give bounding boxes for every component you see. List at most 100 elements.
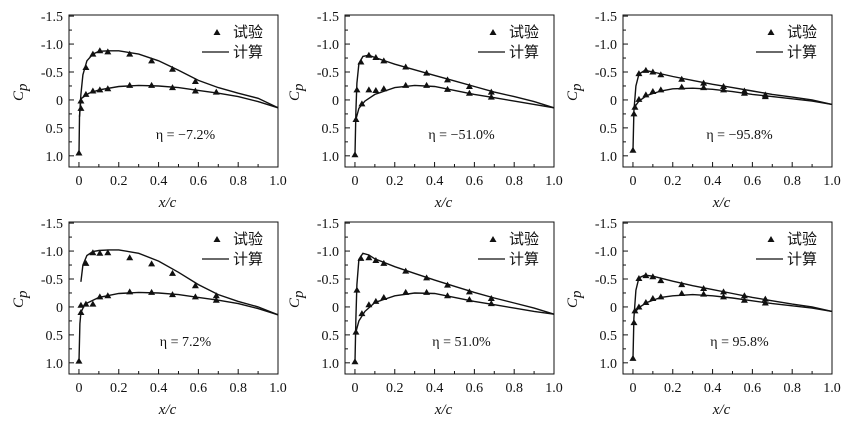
y-tick-label: 1.0 [600, 150, 618, 165]
x-tick-label: 0.2 [386, 174, 404, 189]
experiment-point [126, 288, 134, 295]
experiment-point [357, 254, 365, 261]
y-tick-label: 1.0 [600, 357, 618, 372]
experiment-point [740, 296, 748, 303]
experiment-point [89, 50, 97, 57]
experiment-point [82, 300, 90, 307]
experiment-point [352, 328, 360, 335]
experiment-point [365, 86, 373, 93]
eta-annotation: η = 7.2% [160, 335, 212, 350]
y-tick-label: -1.5 [317, 217, 339, 232]
legend-computed-label: 计算 [509, 250, 539, 268]
x-tick-label: 0.4 [426, 174, 444, 189]
legend-experiment-label: 试验 [233, 230, 263, 248]
experiment-point [351, 151, 359, 158]
y-axis-label: Cp [287, 83, 307, 101]
experiment-point [720, 288, 728, 295]
x-tick-label: 0.4 [426, 381, 444, 396]
y-tick-label: -1.5 [41, 10, 63, 25]
subplot-6: 0 0.2 0.4 0.6 0.8 1.0 -1.5 -1.0 -0.5 0 0.5 1.0 x/c Cp… [565, 217, 841, 418]
y-axis-label-subscript: p [569, 290, 585, 299]
experiment-point [372, 297, 380, 304]
experiment-point [82, 64, 90, 71]
y-tick-label: 0 [610, 94, 617, 109]
computed-upper-curve [632, 69, 833, 151]
x-tick-label: 0.2 [664, 381, 682, 396]
plot-frame [622, 221, 833, 375]
legend-computed-label: 计算 [787, 250, 817, 268]
experiment-point [380, 57, 388, 64]
experiment-point [657, 71, 665, 78]
computed-lower-curve [355, 84, 555, 120]
y-axis-label: Cp [287, 290, 307, 308]
y-axis-label: Cp [565, 290, 585, 308]
x-tick-label: 0.6 [190, 174, 208, 189]
experiment-point [423, 274, 431, 281]
y-tick-label: -1.5 [595, 10, 617, 25]
y-axis-label: Cp [11, 290, 31, 308]
experiment-point [678, 83, 686, 90]
experiment-point [487, 88, 495, 95]
computed-lower-curve [634, 87, 833, 108]
y-tick-label: 1.0 [322, 150, 340, 165]
y-axis-label: Cp [11, 83, 31, 101]
experiment-point [678, 290, 686, 297]
computed-lower-curve [634, 293, 833, 313]
y-axis-label-main: C [11, 297, 27, 308]
experiment-point [169, 269, 177, 276]
computed-upper-curve [78, 50, 279, 154]
experiment-point [358, 310, 366, 317]
y-tick-label: 0.5 [600, 122, 618, 137]
experiment-point [649, 295, 657, 302]
legend-experiment-label: 试验 [787, 23, 817, 41]
experiment-point [365, 254, 373, 261]
experiment-point [191, 78, 199, 84]
y-axis-label-main: C [565, 90, 581, 101]
legend-experiment-marker [767, 236, 775, 242]
legend-computed-label: 计算 [233, 43, 263, 61]
x-tick-label: 0.4 [704, 174, 722, 189]
experiment-point [761, 295, 769, 302]
experiment-point [657, 293, 665, 300]
x-tick-label: 0 [75, 174, 82, 189]
y-tick-label: 0 [610, 301, 617, 316]
x-axis-label: x/c [434, 402, 453, 418]
subplot-2: 0 0.2 0.4 0.6 0.8 1.0 -1.5 -1.0 -0.5 0 0.5 1.0 x/c Cp… [287, 10, 563, 211]
experiment-point [642, 272, 650, 279]
experiment-point [372, 257, 380, 264]
experiment-point [649, 273, 657, 280]
x-tick-label: 0.2 [110, 174, 128, 189]
experiment-point [631, 103, 639, 110]
y-tick-label: -1.0 [317, 38, 339, 53]
x-axis-label: x/c [158, 195, 177, 211]
experiment-point [191, 293, 199, 300]
experiment-point [96, 293, 104, 300]
experiment-point [635, 95, 643, 102]
experiment-point [629, 354, 637, 361]
experiment-point [212, 296, 220, 303]
experiment-point [82, 90, 90, 97]
legend-computed-label: 计算 [509, 43, 539, 61]
experiment-point [402, 81, 410, 88]
experiment-point [104, 48, 112, 55]
experiment-point [380, 85, 388, 92]
experiment-point [761, 299, 769, 306]
y-axis-label-subscript: p [15, 290, 31, 299]
eta-annotation: η = 95.8% [710, 335, 769, 350]
y-tick-label: 0.5 [600, 329, 618, 344]
legend-experiment-marker [213, 29, 221, 35]
y-tick-label: -1.5 [317, 10, 339, 25]
experiment-point [487, 93, 495, 100]
y-tick-label: -1.5 [595, 217, 617, 232]
experiment-point [358, 100, 366, 107]
y-tick-label: -0.5 [317, 273, 339, 288]
experiment-point [77, 309, 85, 316]
experiment-point [104, 249, 112, 256]
x-axis-label: x/c [434, 195, 453, 211]
plot-frame [68, 14, 279, 168]
experiment-point [487, 295, 495, 302]
experiment-point [380, 293, 388, 300]
experiment-point [75, 357, 83, 364]
experiment-point [487, 300, 495, 307]
y-tick-label: -0.5 [41, 273, 63, 288]
